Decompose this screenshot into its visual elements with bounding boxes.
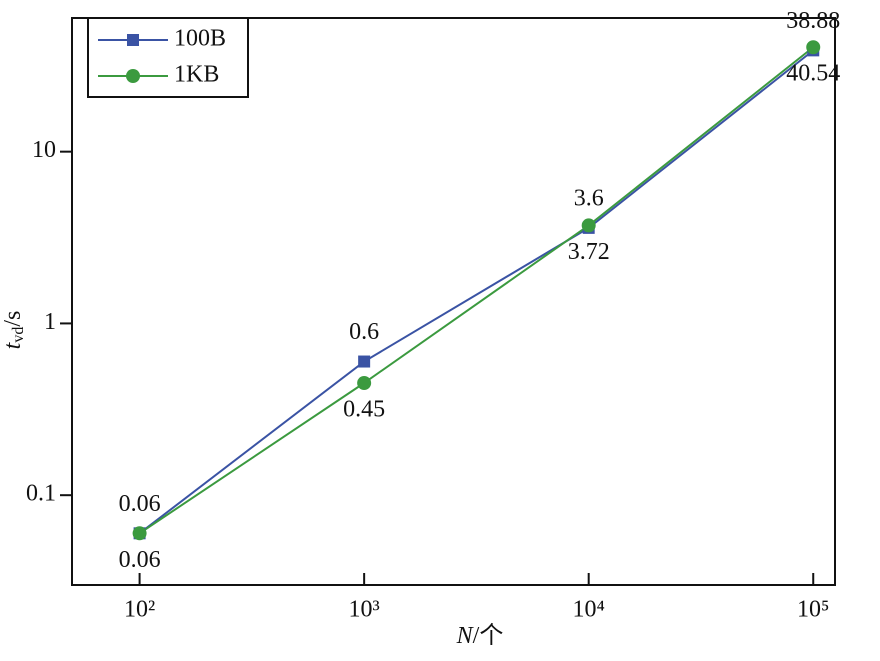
point	[581, 218, 596, 233]
x-tick-label: 10⁵	[797, 597, 829, 623]
data-label: 0.6	[349, 319, 379, 345]
data-label: 3.6	[574, 185, 604, 211]
data-label: 38.88	[786, 8, 840, 34]
y-label-sub: vd	[10, 327, 27, 343]
x-axis-label: N/个	[456, 622, 504, 649]
plot-frame	[71, 17, 836, 586]
x-tick-label: 10³	[349, 597, 380, 623]
legend-box	[87, 17, 249, 98]
series-line	[139, 46, 814, 535]
point	[806, 40, 821, 55]
legend-label: 1KB	[174, 62, 219, 88]
data-label: 40.54	[786, 61, 840, 87]
y-label-main: t	[0, 341, 26, 349]
legend-marker	[127, 34, 139, 46]
point	[358, 355, 371, 368]
x-tick-label: 10⁴	[573, 597, 605, 623]
y-tick-label: 10	[32, 137, 56, 163]
y-tick-label: 1	[44, 309, 56, 335]
point	[357, 375, 372, 390]
series-line	[138, 49, 814, 535]
y-axis-label: tvd/s	[0, 311, 27, 350]
data-label: 0.06	[119, 491, 161, 517]
data-label: 0.45	[343, 396, 385, 422]
point	[132, 526, 147, 541]
data-label: 3.72	[568, 239, 610, 265]
legend-label: 100B	[174, 26, 226, 52]
data-label: 0.06	[119, 547, 161, 573]
x-label-main: N	[456, 623, 475, 649]
y-label-rest: /s	[0, 311, 26, 327]
x-tick-label: 10²	[124, 597, 155, 623]
legend-marker	[126, 69, 140, 83]
x-label-rest: /个	[473, 622, 504, 649]
y-tick-label: 0.1	[26, 481, 56, 507]
